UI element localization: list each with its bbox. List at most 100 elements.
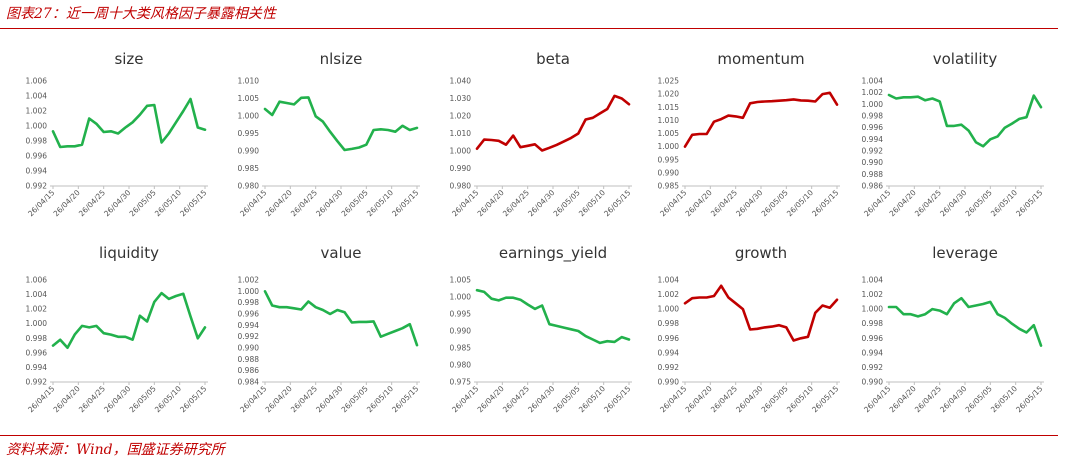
y-tick-label: 0.992 xyxy=(658,363,680,372)
y-tick-label: 0.995 xyxy=(658,155,680,164)
y-tick-label: 1.000 xyxy=(658,305,680,314)
series-line-beta xyxy=(475,94,631,152)
source-note: 资料来源：Wind，国盛证券研究所 xyxy=(6,442,225,458)
y-tick-label: 1.010 xyxy=(450,129,472,138)
y-tick-label: 1.004 xyxy=(26,92,48,101)
y-tick-label: 1.025 xyxy=(658,77,680,86)
y-tick-label: 0.988 xyxy=(238,355,260,364)
y-tick-label: 0.994 xyxy=(26,167,48,176)
y-tick-label: 0.996 xyxy=(26,152,48,161)
y-tick-label: 0.985 xyxy=(450,344,472,353)
chart-title: value xyxy=(321,244,362,262)
chart-svg: beta 1.040 1.030 1.020 1.010 1.000 0.990 0.980 2… xyxy=(450,50,633,218)
y-tick-label: 1.005 xyxy=(238,94,260,103)
footer-rule xyxy=(0,435,1058,436)
series-line-nlsize xyxy=(263,96,419,152)
chart-panel-leverage: leverage 1.004 1.002 1.000 0.998 0.996 0.994 0.… xyxy=(846,238,1051,434)
figure-title: 图表27：近一周十大类风格因子暴露相关性 xyxy=(6,6,276,22)
y-tick-label: 1.002 xyxy=(26,305,48,314)
x-tick-label: 26/05/15 xyxy=(602,384,632,414)
y-tick-label: 1.010 xyxy=(658,116,680,125)
chart-panel-nlsize: nlsize 1.010 1.005 1.000 0.995 0.990 0.985 0.98… xyxy=(222,36,427,232)
y-tick-label: 0.980 xyxy=(450,361,472,370)
y-tick-label: 0.990 xyxy=(238,344,260,353)
chart-panel-size: size 1.006 1.004 1.002 1.000 0.998 0.996 0.994 0… xyxy=(10,36,215,232)
x-tick-label: 26/05/15 xyxy=(810,384,840,414)
x-tick-label: 26/05/15 xyxy=(178,384,208,414)
y-tick-label: 1.006 xyxy=(26,276,48,285)
y-tick-label: 0.986 xyxy=(238,366,260,375)
chart-title: volatility xyxy=(933,50,998,68)
y-tick-label: 1.000 xyxy=(862,100,884,109)
y-tick-label: 0.998 xyxy=(26,334,48,343)
y-tick-label: 1.020 xyxy=(658,90,680,99)
chart-svg: volatility 1.004 1.002 1.000 0.998 0.996 0.994… xyxy=(862,50,1045,218)
y-tick-label: 1.030 xyxy=(450,94,472,103)
y-tick-label: 0.994 xyxy=(238,321,260,330)
y-tick-label: 1.002 xyxy=(862,290,884,299)
y-tick-label: 1.000 xyxy=(238,287,260,296)
chart-title: leverage xyxy=(932,244,998,262)
y-tick-label: 0.980 xyxy=(238,182,260,191)
y-tick-label: 0.990 xyxy=(658,168,680,177)
chart-svg: leverage 1.004 1.002 1.000 0.998 0.996 0.994 0.… xyxy=(862,244,1045,414)
y-tick-label: 1.010 xyxy=(238,77,260,86)
y-tick-label: 1.002 xyxy=(238,276,260,285)
x-tick-label: 26/05/15 xyxy=(810,188,840,218)
y-tick-label: 0.996 xyxy=(862,334,884,343)
x-tick-label: 26/05/15 xyxy=(1014,188,1044,218)
y-tick-label: 0.995 xyxy=(450,310,472,319)
y-tick-label: 0.980 xyxy=(450,182,472,191)
series-line-liquidity xyxy=(51,291,207,350)
y-tick-label: 0.990 xyxy=(238,147,260,156)
y-tick-label: 0.995 xyxy=(238,129,260,138)
y-tick-label: 1.005 xyxy=(658,129,680,138)
chart-svg: value 1.002 1.000 0.998 0.996 0.994 0.992 0.990… xyxy=(238,244,421,414)
x-tick-label: 26/05/15 xyxy=(390,188,420,218)
y-tick-label: 1.002 xyxy=(26,107,48,116)
header-rule xyxy=(0,28,1058,29)
chart-panel-liquidity: liquidity 1.006 1.004 1.002 1.000 0.998 0.996 0… xyxy=(10,238,215,434)
y-tick-label: 1.040 xyxy=(450,77,472,86)
chart-svg: earnings_yield 1.005 1.000 0.995 0.990 0.985 0… xyxy=(450,244,633,414)
chart-title: nlsize xyxy=(320,50,363,68)
y-tick-label: 0.998 xyxy=(862,112,884,121)
y-tick-label: 0.988 xyxy=(862,170,884,179)
chart-title: size xyxy=(114,50,143,68)
y-tick-label: 0.998 xyxy=(238,298,260,307)
chart-title: momentum xyxy=(717,50,804,68)
x-tick-label: 26/05/15 xyxy=(1014,384,1044,414)
y-tick-label: 1.006 xyxy=(26,77,48,86)
y-tick-label: 0.990 xyxy=(862,158,884,167)
y-tick-label: 1.000 xyxy=(238,112,260,121)
x-tick-label: 26/05/15 xyxy=(390,384,420,414)
chart-svg: momentum 1.025 1.020 1.015 1.010 1.005 1.000 0.… xyxy=(658,50,841,218)
chart-title: earnings_yield xyxy=(499,244,607,263)
y-tick-label: 1.004 xyxy=(862,276,884,285)
y-tick-label: 0.992 xyxy=(26,378,48,387)
y-tick-label: 1.020 xyxy=(450,112,472,121)
chart-title: growth xyxy=(735,244,787,262)
x-tick-label: 26/05/15 xyxy=(178,188,208,218)
y-tick-label: 0.992 xyxy=(238,332,260,341)
y-tick-label: 0.998 xyxy=(862,319,884,328)
chart-panel-earnings-yield: earnings_yield 1.005 1.000 0.995 0.990 0.985 0… xyxy=(434,238,639,434)
chart-svg: growth 1.004 1.002 1.000 0.998 0.996 0.994 0.99… xyxy=(658,244,841,414)
series-line-momentum xyxy=(683,91,839,148)
y-tick-label: 0.990 xyxy=(450,327,472,336)
y-tick-label: 0.996 xyxy=(26,348,48,357)
y-tick-label: 0.990 xyxy=(862,378,884,387)
series-line-earnings-yield xyxy=(475,288,631,345)
y-tick-label: 0.996 xyxy=(238,310,260,319)
chart-svg: liquidity 1.006 1.004 1.002 1.000 0.998 0.996 0… xyxy=(26,244,209,414)
y-tick-label: 1.015 xyxy=(658,103,680,112)
chart-title: beta xyxy=(536,50,570,68)
y-tick-label: 1.005 xyxy=(450,276,472,285)
y-tick-label: 1.000 xyxy=(658,142,680,151)
chart-panel-beta: beta 1.040 1.030 1.020 1.010 1.000 0.990 0.980 2… xyxy=(434,36,639,232)
y-tick-label: 0.986 xyxy=(862,182,884,191)
y-tick-label: 1.002 xyxy=(862,88,884,97)
y-tick-label: 0.998 xyxy=(658,319,680,328)
y-tick-label: 0.975 xyxy=(450,378,472,387)
y-tick-label: 0.985 xyxy=(238,164,260,173)
